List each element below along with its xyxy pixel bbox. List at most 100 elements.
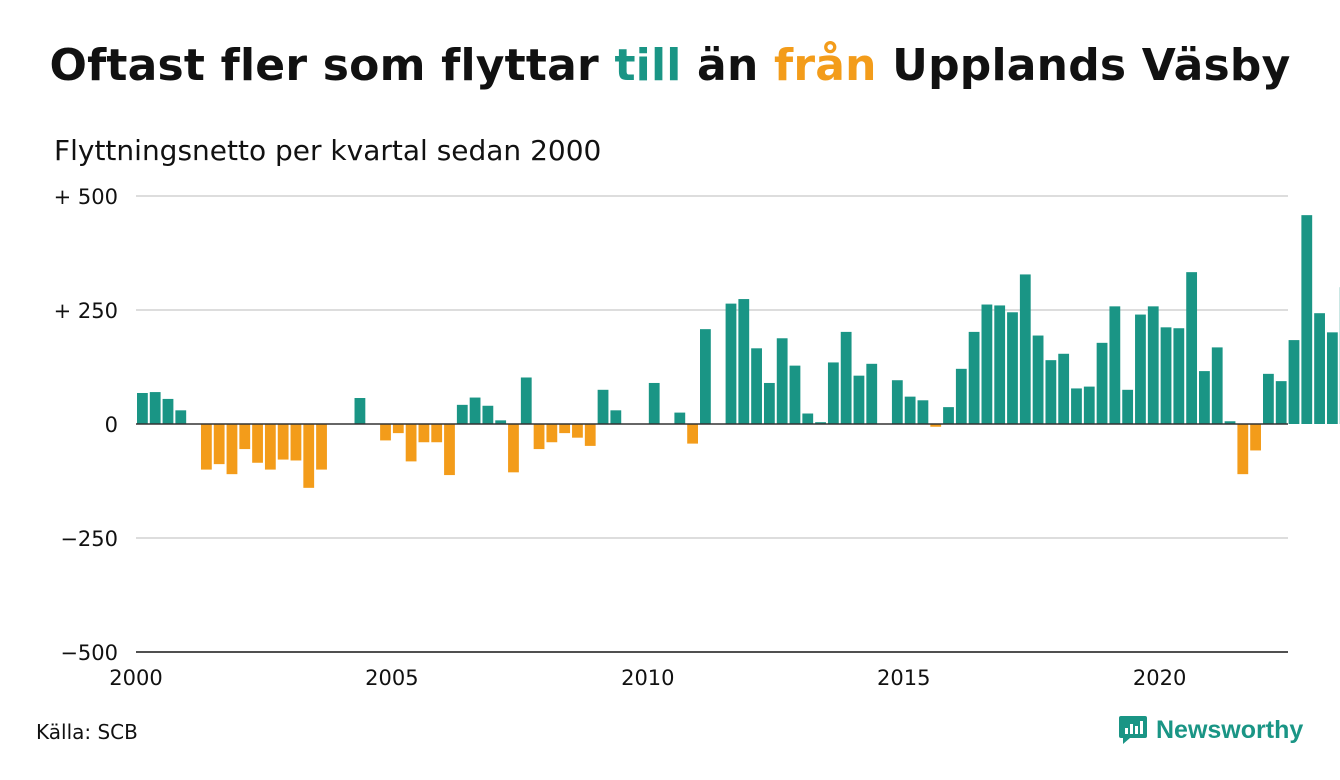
- bar: [1045, 360, 1057, 424]
- bar: [162, 398, 174, 424]
- y-tick-label: −500: [60, 641, 118, 665]
- bar: [1096, 342, 1108, 424]
- title-highlight-till: till: [614, 40, 682, 91]
- bar: [955, 368, 967, 424]
- bar: [380, 424, 391, 441]
- bar: [827, 362, 839, 424]
- bar: [1199, 371, 1210, 424]
- bar: [316, 424, 327, 470]
- chart-subtitle: Flyttningsnetto per kvartal sedan 2000: [54, 134, 602, 167]
- x-tick-label: 2020: [1133, 666, 1186, 690]
- bar-layer: [137, 215, 1340, 488]
- bar: [930, 424, 942, 427]
- bar: [1326, 332, 1338, 424]
- bar: [137, 392, 148, 424]
- bar: [392, 424, 404, 434]
- bar: [597, 389, 609, 424]
- y-tick-label: + 250: [54, 299, 118, 323]
- bar: [508, 424, 519, 473]
- bar: [559, 424, 571, 434]
- bar: [252, 424, 263, 463]
- y-tick-label: −250: [60, 527, 118, 551]
- bar: [584, 424, 596, 446]
- bar: [1135, 314, 1146, 424]
- bar: [1250, 424, 1261, 451]
- bar: [482, 405, 494, 424]
- bar: [290, 424, 302, 461]
- bar: [520, 377, 532, 424]
- bar: [943, 407, 954, 424]
- bar: [648, 382, 660, 424]
- bar: [610, 410, 622, 424]
- bar: [802, 413, 814, 424]
- bar: [1122, 389, 1134, 424]
- bar: [917, 400, 929, 424]
- bar: [533, 424, 545, 450]
- bar: [738, 299, 750, 424]
- bar: [891, 380, 903, 424]
- bar: [572, 424, 583, 438]
- bar: [1109, 306, 1121, 424]
- bar: [456, 404, 468, 424]
- bar: [1211, 347, 1223, 424]
- bar: [200, 424, 212, 470]
- bar: [1032, 335, 1044, 424]
- bar: [840, 331, 852, 424]
- bar: [687, 424, 698, 444]
- bar: [815, 422, 826, 424]
- bar: [546, 424, 558, 443]
- bar: [776, 338, 788, 424]
- bar: [303, 424, 315, 488]
- y-tick-label: 0: [105, 413, 118, 437]
- bar: [277, 424, 289, 460]
- title-part-3: Upplands Väsby: [876, 40, 1291, 91]
- source-note: Källa: SCB: [36, 720, 138, 744]
- bar: [213, 424, 225, 465]
- bar: [1160, 327, 1172, 424]
- bar: [981, 304, 993, 424]
- bar: [405, 424, 417, 462]
- bar: [1083, 386, 1095, 424]
- bar: [1071, 388, 1082, 424]
- x-tick-label: 2015: [877, 666, 930, 690]
- bar: [418, 424, 430, 443]
- bar: [1186, 272, 1198, 424]
- chart-title: Oftast fler som flyttar till än från Upp…: [0, 40, 1340, 91]
- bar: [1237, 424, 1249, 475]
- bar: [904, 396, 916, 424]
- bar: [763, 382, 775, 424]
- bar: [1275, 381, 1287, 424]
- bar: [149, 392, 161, 424]
- bar: [1288, 340, 1300, 424]
- title-part-2: än: [681, 40, 774, 91]
- bar: [431, 424, 443, 443]
- bar: [495, 420, 507, 424]
- bar: [1019, 274, 1031, 424]
- bar: [1263, 373, 1274, 424]
- bar: [853, 375, 865, 424]
- bar: [994, 305, 1006, 424]
- x-tick-label: 2005: [365, 666, 418, 690]
- bar: [1301, 215, 1313, 424]
- bar: [968, 331, 980, 424]
- title-highlight-fran: från: [773, 40, 877, 91]
- title-part-1: Oftast fler som flyttar: [49, 40, 615, 91]
- bar: [789, 365, 801, 424]
- bar: [264, 424, 276, 470]
- bar: [1007, 312, 1018, 424]
- y-tick-label: + 500: [54, 185, 118, 209]
- bar: [1147, 306, 1159, 424]
- bar: [1314, 313, 1325, 424]
- bar: [1058, 353, 1070, 424]
- bar: [444, 424, 455, 476]
- bar: [751, 348, 762, 424]
- newsworthy-chat-chart-icon: [1119, 716, 1147, 744]
- bar: [1173, 328, 1185, 424]
- bar: [226, 424, 238, 475]
- bar: [469, 397, 481, 424]
- bar: [725, 303, 737, 424]
- bar: [175, 410, 187, 424]
- bar: [239, 424, 251, 450]
